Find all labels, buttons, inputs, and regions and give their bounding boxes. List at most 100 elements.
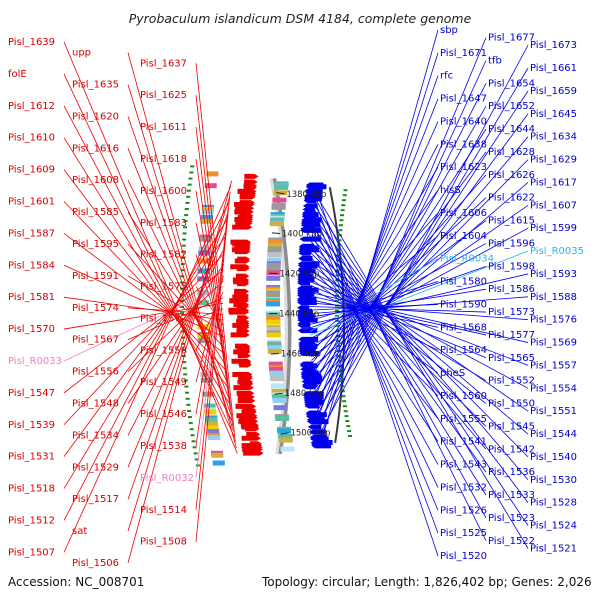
gene-label-left: Pisl_1637 [140, 58, 187, 69]
leader-line [318, 67, 529, 422]
reverse-gene-arrow [297, 299, 317, 305]
gene-label-left: Pisl_1549 [140, 377, 187, 388]
gene-label-left: Pisl_1556 [72, 367, 119, 378]
reverse-gene-arrow [297, 280, 311, 286]
feature-block-inner [211, 452, 224, 458]
feature-block-inner [206, 425, 219, 431]
leader-line [195, 254, 225, 343]
forward-gene-arrow [243, 450, 264, 456]
gene-label-left: Pisl_1581 [8, 292, 55, 303]
leader-line [63, 105, 233, 421]
gene-label-right: Pisl_1615 [488, 216, 535, 227]
gene-label-right: Pisl_1617 [530, 177, 577, 188]
scale-tick-label: 1400 kbp [282, 230, 322, 240]
leader-line [309, 284, 487, 359]
gene-label-left: Pisl_1616 [72, 143, 119, 154]
scale-ticks: 1380 kbp 1400 kbp 1420 kbp 1440 kbp 1460 kbp… [269, 190, 331, 439]
feature-block [266, 301, 281, 307]
forward-gene-arrow [229, 298, 250, 304]
leader-line [315, 198, 487, 541]
leader-line [316, 195, 529, 549]
gene-label-right: Pisl_1555 [440, 414, 487, 425]
marker-dot [194, 458, 199, 461]
gene-label-right: Pisl_1525 [440, 528, 487, 539]
leader-line [63, 264, 224, 338]
gene-label-left: Pisl_1625 [140, 90, 187, 101]
marker-dot [180, 269, 185, 272]
gene-label-left: Pisl_1508 [140, 537, 187, 548]
gene-label-left: Pisl_1635 [72, 80, 119, 91]
gene-label-right: Pisl_1551 [530, 406, 577, 417]
marker-dot [337, 360, 342, 363]
feature-block [277, 428, 292, 434]
reverse-gene-arrow [303, 198, 317, 204]
marker-dot [338, 224, 343, 227]
gene-label-left: Pisl_1539 [8, 420, 55, 431]
forward-gene-arrow [232, 224, 253, 230]
gene-label-left: Pisl_1538 [140, 441, 187, 452]
gene-label-left: Pisl_R0033 [8, 356, 62, 367]
feature-block [275, 415, 290, 421]
gene-label-left: Pisl_1529 [72, 462, 119, 473]
scale-tick-label: 1460 kbp [281, 349, 321, 359]
leader-line [127, 263, 225, 404]
feature-block-inner [206, 171, 219, 177]
marker-dot [187, 183, 192, 186]
accession-text: Accession: NC_008701 [8, 575, 144, 589]
marker-dot [180, 293, 185, 296]
leader-line [63, 269, 224, 394]
leader-line [195, 63, 236, 443]
gene-label-right: Pisl_1577 [488, 330, 535, 341]
feature-block [267, 243, 282, 249]
marker-dot [335, 324, 340, 327]
marker-dot [338, 370, 343, 373]
marker-dot [335, 299, 340, 302]
forward-gene-arrow [236, 390, 255, 396]
feature-block-inner [206, 421, 219, 427]
leader-line [309, 280, 529, 366]
feature-block [272, 397, 287, 403]
feature-block [266, 319, 281, 325]
marker-dot [191, 440, 196, 443]
gene-label-left: Pisl_1618 [140, 154, 187, 165]
marker-dot [182, 361, 187, 364]
gene-label-right: Pisl_1661 [530, 63, 577, 74]
forward-gene-arrow [237, 315, 250, 321]
leader-line [309, 263, 487, 404]
gene-label-right: Pisl_1598 [488, 261, 535, 272]
feature-block [268, 361, 283, 367]
gene-label-right: Pisl_1528 [530, 498, 577, 509]
gene-label-left: Pisl_1575 [140, 282, 187, 293]
leader-line [127, 180, 233, 564]
gene-label-left: Pisl_1609 [8, 165, 55, 176]
gene-label-right: Pisl_1533 [488, 490, 535, 501]
feature-block [266, 263, 281, 269]
forward-gene-arrow [235, 220, 253, 226]
leader-line [310, 252, 487, 427]
marker-dot [342, 194, 347, 197]
gene-label-right: Pisl_1652 [488, 101, 535, 112]
gene-label-right: Pisl_1522 [488, 536, 535, 547]
marker-dot [342, 199, 347, 202]
marker-dot [342, 405, 347, 408]
marker-dot [342, 400, 347, 403]
marker-dot [344, 415, 349, 418]
feature-block [266, 312, 281, 318]
leader-line [316, 90, 529, 411]
scale-tick [274, 392, 283, 395]
leader-line [311, 197, 487, 361]
feature-block-inner [199, 236, 212, 242]
marker-dot [341, 395, 346, 398]
gene-label-right: Pisl_1604 [440, 231, 487, 242]
gene-label-right: Pisl_1629 [530, 155, 577, 166]
leader-line [63, 169, 228, 388]
leader-line [314, 121, 439, 397]
feature-block-inner [197, 338, 210, 344]
scale-tick-label: 1500 kbp [290, 429, 330, 439]
leader-line [127, 230, 227, 468]
feature-block-inner [197, 290, 210, 296]
gene-label-left: Pisl_1507 [8, 547, 55, 558]
feature-block-inner [208, 435, 221, 441]
feature-block [266, 275, 281, 281]
leader-line [313, 216, 529, 503]
